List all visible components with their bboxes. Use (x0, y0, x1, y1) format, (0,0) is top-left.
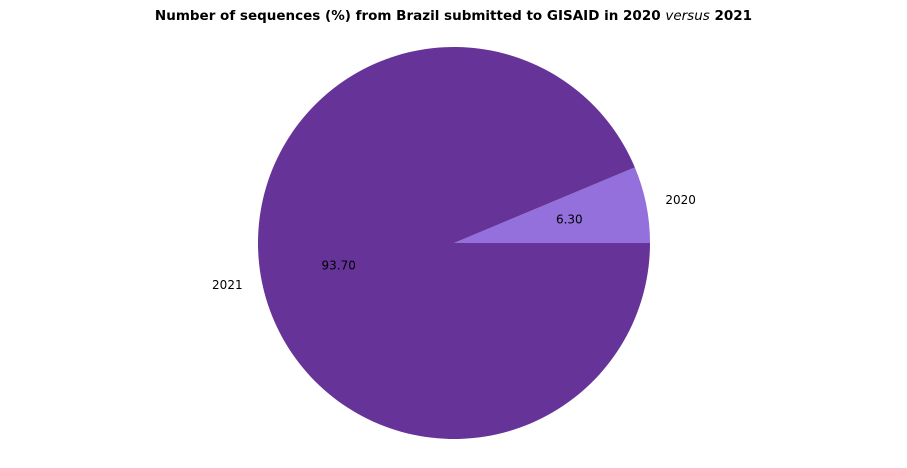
chart-title: Number of sequences (%) from Brazil subm… (155, 8, 752, 24)
pie-slice-2021 (257, 46, 650, 439)
slice-label-2021: 2021 (212, 278, 243, 292)
pie-labels: 2020 6.30 2021 93.70 (212, 193, 696, 292)
slice-value-label-2020: 6.30 (556, 212, 583, 226)
chart-title-italic: versus (665, 8, 709, 24)
slice-label-2020: 2020 (665, 193, 696, 207)
chart-title-part2: 2021 (710, 8, 752, 24)
slice-value-label-2021: 93.70 (322, 259, 356, 273)
chart-title-part1: Number of sequences (%) from Brazil subm… (155, 8, 665, 24)
pie-slice-2020 (454, 167, 650, 243)
pie-slices (257, 46, 650, 439)
